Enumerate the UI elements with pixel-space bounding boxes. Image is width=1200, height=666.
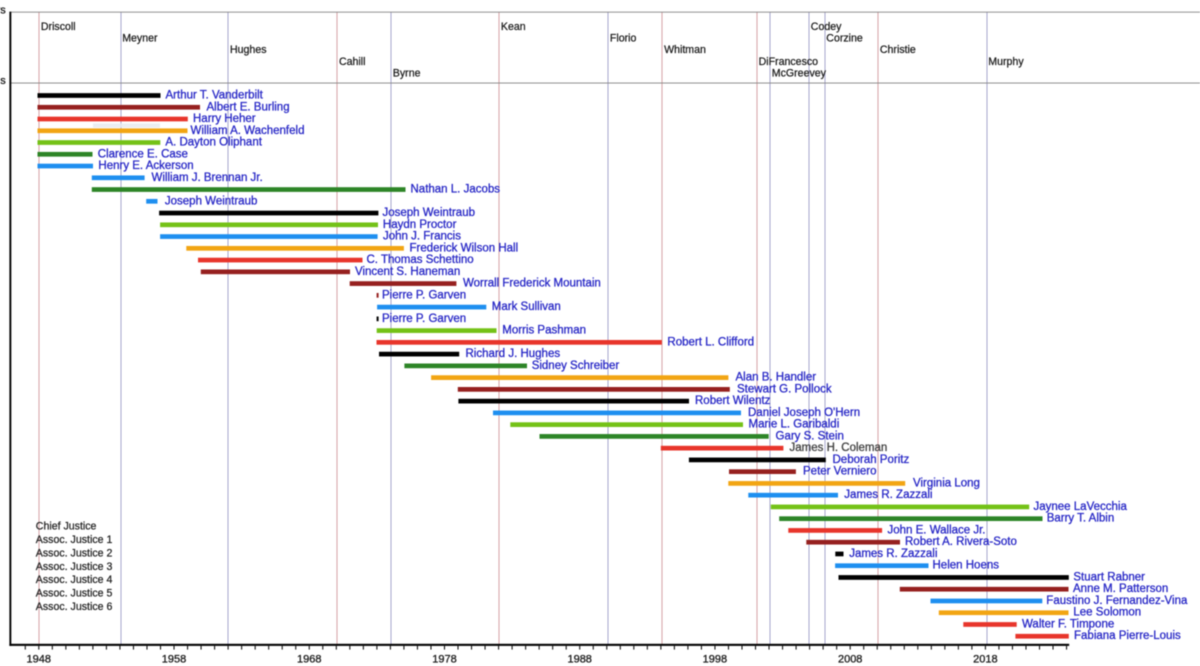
svg-text:2008: 2008: [838, 654, 862, 666]
svg-text:Chief Justice: Chief Justice: [36, 520, 97, 532]
svg-text:James H. Coleman: James H. Coleman: [790, 442, 888, 454]
svg-text:Pierre P. Garven: Pierre P. Garven: [382, 289, 466, 301]
svg-text:Stuart Rabner: Stuart Rabner: [1073, 571, 1145, 583]
svg-text:C. Thomas Schettino: C. Thomas Schettino: [367, 254, 474, 266]
svg-text:Helen Hoens: Helen Hoens: [933, 560, 1000, 572]
svg-text:Assoc. Justice 3: Assoc. Justice 3: [36, 561, 113, 573]
svg-text:Codey: Codey: [811, 21, 842, 33]
svg-text:Henry E. Ackerson: Henry E. Ackerson: [98, 160, 193, 172]
svg-text:Gary S. Stein: Gary S. Stein: [776, 430, 844, 442]
svg-text:Joseph Weintraub: Joseph Weintraub: [165, 195, 257, 207]
svg-text:1998: 1998: [703, 654, 727, 666]
svg-text:James R. Zazzali: James R. Zazzali: [849, 548, 937, 560]
svg-text:Alan B. Handler: Alan B. Handler: [736, 372, 817, 384]
svg-text:William J. Brennan Jr.: William J. Brennan Jr.: [152, 172, 263, 184]
svg-text:1978: 1978: [432, 654, 456, 666]
svg-text:Walter F. Timpone: Walter F. Timpone: [1022, 618, 1114, 630]
svg-text:Worrall Frederick Mountain: Worrall Frederick Mountain: [463, 278, 601, 290]
svg-text:Virginia Long: Virginia Long: [913, 477, 980, 489]
svg-text:Cahill: Cahill: [339, 56, 366, 68]
svg-text:Harry Heher: Harry Heher: [193, 113, 256, 125]
svg-text:Daniel Joseph O'Hern: Daniel Joseph O'Hern: [748, 407, 860, 419]
svg-text:Assoc. Justice 6: Assoc. Justice 6: [36, 601, 113, 613]
svg-text:1958: 1958: [162, 654, 186, 666]
svg-text:Albert E. Burling: Albert E. Burling: [207, 101, 290, 113]
svg-text:John E. Wallace Jr.: John E. Wallace Jr.: [888, 524, 986, 536]
svg-text:Richard J. Hughes: Richard J. Hughes: [466, 348, 561, 360]
svg-text:A. Dayton Oliphant: A. Dayton Oliphant: [165, 137, 262, 149]
svg-text:Robert Wilentz: Robert Wilentz: [695, 395, 771, 407]
svg-text:Fabiana Pierre-Louis: Fabiana Pierre-Louis: [1074, 630, 1181, 642]
svg-text:Stewart G. Pollock: Stewart G. Pollock: [737, 383, 832, 395]
svg-text:2018: 2018: [973, 654, 997, 666]
svg-text:Faustino J. Fernandez-Vina: Faustino J. Fernandez-Vina: [1046, 595, 1188, 607]
svg-text:Barry T. Albin: Barry T. Albin: [1047, 513, 1115, 525]
svg-text:Anne M. Patterson: Anne M. Patterson: [1073, 583, 1168, 595]
svg-text:Corzine: Corzine: [826, 33, 863, 45]
svg-text:Byrne: Byrne: [393, 67, 421, 79]
svg-text:1988: 1988: [567, 654, 591, 666]
svg-text:Assoc. Justice 2: Assoc. Justice 2: [36, 547, 113, 559]
svg-text:Haydn Proctor: Haydn Proctor: [383, 219, 457, 231]
svg-text:Justices: Justices: [0, 75, 6, 87]
svg-text:Clarence E. Case: Clarence E. Case: [98, 148, 188, 160]
svg-text:1968: 1968: [297, 654, 321, 666]
svg-text:Murphy: Murphy: [988, 56, 1024, 68]
svg-text:Hughes: Hughes: [230, 44, 267, 56]
svg-text:Christie: Christie: [880, 44, 916, 56]
svg-text:Whitman: Whitman: [664, 44, 706, 56]
svg-text:Assoc. Justice 1: Assoc. Justice 1: [36, 534, 113, 546]
svg-text:Mark Sullivan: Mark Sullivan: [492, 301, 561, 313]
svg-text:Joseph Weintraub: Joseph Weintraub: [383, 207, 475, 219]
svg-text:John J. Francis: John J. Francis: [383, 231, 461, 243]
svg-text:DiFrancesco: DiFrancesco: [759, 56, 819, 68]
svg-text:Assoc. Justice 5: Assoc. Justice 5: [36, 588, 113, 600]
svg-text:Arthur T. Vanderbilt: Arthur T. Vanderbilt: [166, 90, 264, 102]
svg-text:Vincent S. Haneman: Vincent S. Haneman: [355, 266, 460, 278]
svg-text:Florio: Florio: [610, 33, 637, 45]
svg-text:Lee Solomon: Lee Solomon: [1073, 607, 1141, 619]
svg-text:Deborah Poritz: Deborah Poritz: [833, 454, 910, 466]
svg-text:Kean: Kean: [501, 21, 526, 33]
svg-text:William A. Wachenfeld: William A. Wachenfeld: [191, 125, 305, 137]
svg-text:Sidney Schreiber: Sidney Schreiber: [532, 360, 620, 372]
svg-text:James R. Zazzali: James R. Zazzali: [844, 489, 932, 501]
svg-text:Assoc. Justice 4: Assoc. Justice 4: [36, 574, 113, 586]
svg-text:Robert L. Clifford: Robert L. Clifford: [667, 336, 754, 348]
svg-text:Driscoll: Driscoll: [41, 21, 76, 33]
svg-text:Marie L. Garibaldi: Marie L. Garibaldi: [749, 419, 840, 431]
svg-text:Meyner: Meyner: [122, 33, 158, 45]
svg-text:Nathan L. Jacobs: Nathan L. Jacobs: [411, 184, 501, 196]
svg-text:Frederick Wilson Hall: Frederick Wilson Hall: [410, 242, 519, 254]
svg-text:McGreevey: McGreevey: [772, 67, 827, 79]
svg-text:Jaynee LaVecchia: Jaynee LaVecchia: [1034, 501, 1128, 513]
svg-text:Morris Pashman: Morris Pashman: [502, 325, 586, 337]
svg-text:Peter Verniero: Peter Verniero: [803, 466, 877, 478]
svg-text:Governors: Governors: [0, 5, 6, 17]
svg-text:Robert A. Rivera-Soto: Robert A. Rivera-Soto: [905, 536, 1017, 548]
svg-text:Pierre P. Garven: Pierre P. Garven: [382, 313, 466, 325]
svg-text:1948: 1948: [27, 654, 51, 666]
